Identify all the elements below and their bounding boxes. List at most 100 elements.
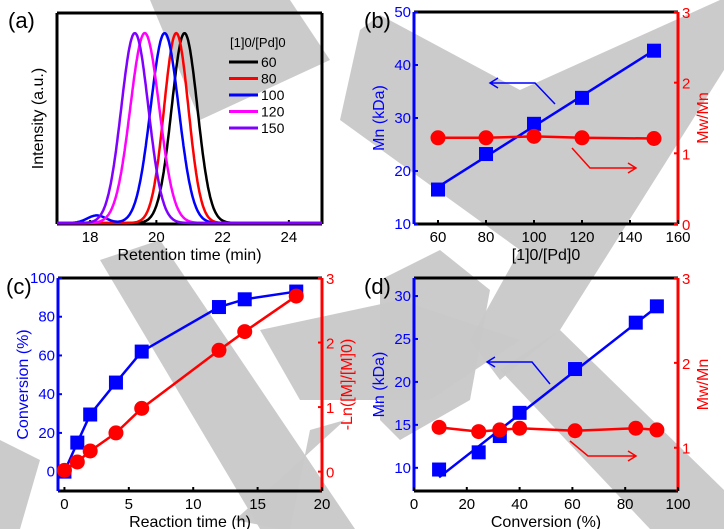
x-tick-label: 160 [665,229,690,246]
legend-label: 120 [261,104,285,120]
x-tick-label: 20 [458,496,475,513]
legend-label: 80 [261,71,277,87]
data-point-square [70,435,85,450]
x-tick-label: 80 [478,229,495,246]
x-axis-label: Retention time (min) [117,247,261,264]
panel-d: (d) 0 20 40 60 80 100 Conversion (%) 10 15 20 25 30 1… [364,271,712,529]
x-tick-label: 10 [185,496,202,513]
legend-label: 100 [261,87,285,103]
data-point-circle [574,130,590,146]
x-tick-label: 120 [569,229,594,246]
data-point-square [83,407,98,422]
data-point-square [527,116,541,131]
y-tick-label-right: 3 [682,5,690,22]
data-point-circle [567,423,583,439]
data-point-square [628,315,643,330]
data-point-circle [108,425,124,441]
y-tick-label-left: 10 [394,460,411,477]
arrow-left-icon [485,356,551,385]
x-axis-label: Conversion (%) [491,514,601,529]
legend-label: 60 [261,54,277,70]
data-point-circle [237,324,253,340]
y-tick-label-right: 0 [682,217,690,234]
data-point-circle [492,422,508,438]
y-tick-label-right: 1 [682,441,690,458]
y-tick-label-left: 50 [394,4,411,21]
x-tick-label: 0 [60,496,68,513]
panel-label: (b) [364,8,391,33]
x-tick-label: 0 [410,496,418,513]
x-axis-label: [1]0/[Pd]0 [512,247,581,264]
data-point-circle [211,342,227,358]
watermark-shape [0,440,40,529]
data-point-circle [69,454,85,470]
trace-150 [57,31,322,225]
x-tick-label: 5 [125,496,133,513]
y-axis-label-left: Mn (kDa) [371,85,388,151]
data-point-circle [288,288,304,304]
data-point-circle [431,419,447,435]
x-tick-label: 20 [148,229,165,246]
data-point-circle [478,130,494,146]
panel-label: (c) [6,274,32,299]
data-point-square [649,299,664,314]
y-tick-label-left: 0 [47,464,55,481]
data-point-circle [82,443,98,459]
legend-title: [1]0/[Pd]0 [230,35,286,50]
y-tick-label-left: 80 [38,309,55,326]
y-tick-label-left: 20 [394,163,411,180]
x-tick-label: 60 [564,496,581,513]
x-tick-label: 18 [82,229,99,246]
y-tick-label-left: 20 [38,425,55,442]
x-tick-label: 20 [314,496,331,513]
watermark-shape [340,0,724,380]
y-axis-label-left: Mn (kDa) [371,352,388,418]
arrow-right-icon [571,147,638,174]
data-point-circle [628,420,644,436]
y-axis-label-right: Mw/Mn [695,359,712,411]
data-point-square [512,405,527,420]
data-point-square [479,147,493,162]
data-point-circle [134,400,150,416]
data-point-circle [646,130,662,146]
y-tick-label-right: 2 [682,356,690,373]
y-tick-label-left: 30 [394,288,411,305]
x-axis-label: Reaction time (h) [129,514,251,529]
arrow-left-icon [488,77,556,105]
x-tick-label: 60 [430,229,447,246]
y-tick-label-left: 100 [30,270,55,287]
y-tick-label-left: 60 [38,347,55,364]
watermark-shape [100,240,355,529]
x-tick-label: 40 [511,496,528,513]
y-tick-label-left: 15 [394,417,411,434]
legend-label: 150 [261,120,285,136]
y-axis-label: Intensity (a.u.) [30,68,47,169]
panel-a: (a) 18 20 22 24 Retention time (min) Intensity… [8,8,324,264]
data-point-square [647,43,661,58]
y-tick-label-right: 1 [326,400,334,417]
data-point-square [568,362,583,377]
watermark-shape [235,420,345,529]
panel-b: (b) 60 80 100 120 140 160 [1]0/[Pd]0 10 20 30 40 50 0… [364,4,712,264]
data-point-circle [526,128,542,144]
y-tick-label-left: 25 [394,331,411,348]
y-tick-label-right: 2 [682,76,690,93]
x-tick-label: 100 [665,496,690,513]
x-tick-label: 80 [617,496,634,513]
data-point-circle [471,424,487,440]
data-point-circle [512,420,528,436]
y-tick-label-right: 3 [682,271,690,288]
data-point-square [431,182,445,197]
x-tick-label: 100 [521,229,546,246]
arrow-right-icon [569,440,638,462]
panel-label: (a) [8,8,35,33]
data-point-square [471,445,486,460]
y-axis-label-left: Conversion (%) [15,329,32,439]
y-tick-label-left: 30 [394,110,411,127]
data-point-square [237,292,252,307]
data-point-square [432,462,447,477]
x-tick-label: 22 [214,229,231,246]
